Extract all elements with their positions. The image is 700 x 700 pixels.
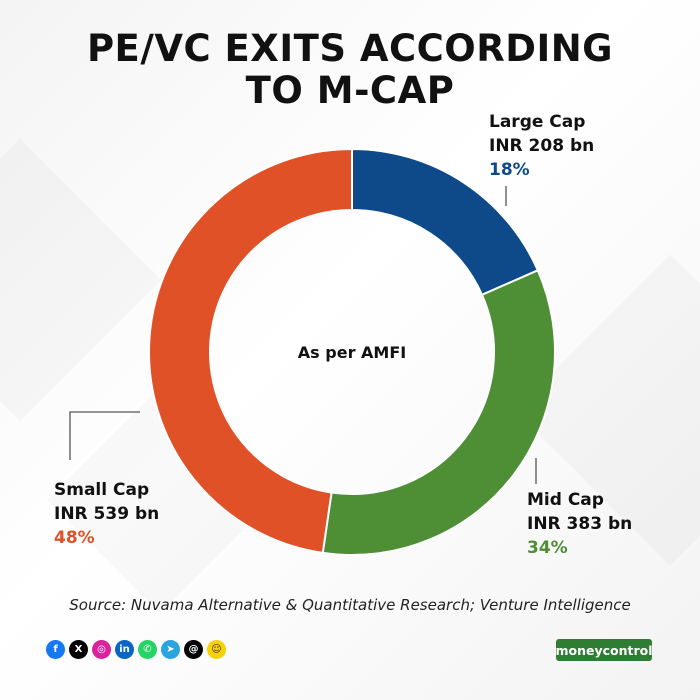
brand-logo: moneycontrol [555,639,653,661]
slice-label-small-cap: Small Cap [54,480,150,500]
value-label-mid-cap: INR 383 bn [527,514,633,534]
whatsapp-icon[interactable]: ✆ [138,640,157,659]
donut-slice-small-cap [148,147,353,555]
leader-line-small-cap [69,411,140,460]
x-icon[interactable]: X [69,640,88,659]
instagram-icon[interactable]: ◎ [92,640,111,659]
donut-slice-mid-cap [321,268,556,556]
title-line-1: PE/VC EXITS ACCORDING [86,27,614,70]
title-line-2: TO M-CAP [245,69,455,112]
callout-large-cap: Large Cap INR 208 bn 18% [489,110,594,182]
telegram-icon[interactable]: ➤ [161,640,180,659]
percent-label-small-cap: 48% [54,528,95,548]
percent-label-mid-cap: 34% [527,538,568,558]
chart-title: PE/VC EXITS ACCORDING TO M-CAP [0,28,700,112]
snapchat-icon[interactable]: ☺ [207,640,226,659]
slice-label-large-cap: Large Cap [489,112,586,132]
center-label: As per AMFI [298,343,406,362]
value-label-small-cap: INR 539 bn [54,504,160,524]
source-note: Source: Nuvama Alternative & Quantitativ… [69,596,631,614]
linkedin-icon[interactable]: in [115,640,134,659]
callout-small-cap: Small Cap INR 539 bn 48% [54,478,159,550]
facebook-icon[interactable]: f [46,640,65,659]
slice-label-mid-cap: Mid Cap [527,490,604,510]
value-label-large-cap: INR 208 bn [489,136,595,156]
percent-label-large-cap: 18% [489,160,530,180]
callout-mid-cap: Mid Cap INR 383 bn 34% [527,488,632,560]
social-icons: f X ◎ in ✆ ➤ @ ☺ [46,640,226,659]
threads-icon[interactable]: @ [184,640,203,659]
